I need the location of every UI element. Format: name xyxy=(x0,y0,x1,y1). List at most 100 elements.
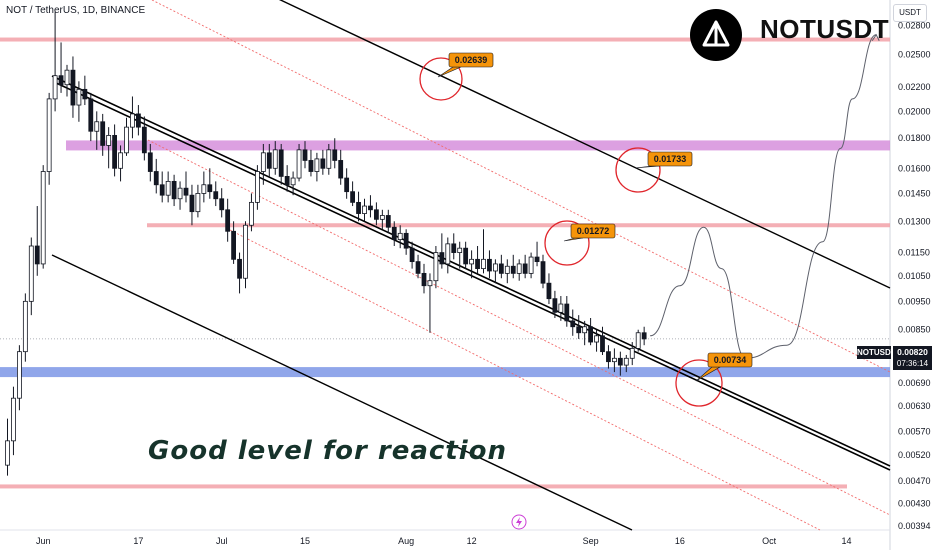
candle-body xyxy=(427,280,433,287)
candle-body xyxy=(135,113,141,128)
level-band-pink xyxy=(0,37,890,42)
candle-body xyxy=(504,265,510,274)
currency-button[interactable]: USDT xyxy=(893,4,927,22)
candle-body xyxy=(469,258,475,265)
annotation-text: Good level for reaction xyxy=(148,436,507,466)
candle-body xyxy=(11,397,16,442)
candle-body xyxy=(249,201,254,226)
candle-body xyxy=(362,205,367,214)
candle-body xyxy=(546,282,552,300)
candle-body xyxy=(457,247,463,253)
candle-body xyxy=(421,272,427,287)
candle-body xyxy=(243,224,248,279)
candle-body xyxy=(350,191,356,203)
candle-body xyxy=(570,320,576,328)
candle-body xyxy=(552,298,558,313)
price-tick-label: 0.00570 xyxy=(898,427,931,437)
channel-line xyxy=(278,0,891,289)
price-tick-label: 0.00850 xyxy=(898,325,931,335)
candle-body xyxy=(147,152,153,172)
candle-body xyxy=(76,88,82,106)
candle-body xyxy=(481,258,486,270)
price-tick-label: 0.01150 xyxy=(898,248,930,258)
candle-body xyxy=(225,209,231,232)
time-tick-label: 16 xyxy=(675,536,685,546)
candle-body xyxy=(308,160,314,172)
candle-body xyxy=(397,232,403,241)
candle-body xyxy=(320,158,326,169)
candle-body xyxy=(528,256,534,274)
candle-body xyxy=(165,180,171,196)
candle-body xyxy=(522,263,528,274)
callout-pointer xyxy=(563,237,584,242)
current-price: 0.00820 xyxy=(897,347,928,357)
candle-body xyxy=(141,126,147,154)
candle-body xyxy=(278,149,284,177)
candle-body xyxy=(558,303,564,313)
symbol-header: NOT / TetherUS, 1D, BINANCE xyxy=(6,5,146,16)
candle-body xyxy=(82,88,88,100)
candle-body xyxy=(415,261,421,274)
target-circle xyxy=(419,57,463,101)
candle-body xyxy=(594,335,599,343)
notcoin-logo xyxy=(690,9,742,61)
candle-body xyxy=(379,215,385,220)
candle-body xyxy=(207,184,213,193)
candle-body xyxy=(177,187,183,200)
candle-body xyxy=(201,184,207,194)
candle-body xyxy=(445,243,451,265)
target-circle xyxy=(544,220,590,266)
notcoin-triangle-icon xyxy=(702,20,730,47)
price-tick-label: 0.02500 xyxy=(898,49,931,59)
candle-body xyxy=(231,230,237,260)
forecast-arrowhead xyxy=(871,33,880,42)
candle-body xyxy=(52,75,58,100)
candle-body xyxy=(629,348,635,359)
candle-body xyxy=(439,252,445,265)
candle-body xyxy=(409,247,415,263)
time-tick-label: 12 xyxy=(467,536,477,546)
candle-body xyxy=(46,98,52,172)
candle-body xyxy=(635,332,641,349)
price-callout-label: 0.02639 xyxy=(455,55,488,65)
price-callout-label: 0.01272 xyxy=(577,226,610,236)
candle-body xyxy=(159,184,165,196)
candle-body xyxy=(106,135,112,146)
price-tick-label: 0.00470 xyxy=(898,476,931,486)
target-circle xyxy=(615,147,661,193)
candle-body xyxy=(332,149,338,161)
candle-body xyxy=(492,263,498,272)
candle-body xyxy=(540,261,546,284)
candle-body xyxy=(606,351,611,363)
time-tick-label: Oct xyxy=(762,536,777,546)
lightning-icon[interactable] xyxy=(511,514,527,530)
candle-body xyxy=(100,121,106,146)
candle-body xyxy=(130,113,135,128)
price-tick-label: 0.01600 xyxy=(898,163,931,173)
candle-body xyxy=(623,357,629,366)
candle-body xyxy=(34,245,40,265)
candle-body xyxy=(219,198,225,211)
candle-body xyxy=(28,245,34,302)
level-band-pink xyxy=(0,484,847,489)
current-price-tag: 0.00820 07:36:14 xyxy=(893,346,932,370)
time-tick-label: Aug xyxy=(398,536,414,546)
candle-body xyxy=(314,158,320,172)
candle-body xyxy=(463,247,469,265)
candle-body xyxy=(302,149,308,161)
candle-body xyxy=(498,263,504,274)
price-tick-label: 0.01800 xyxy=(898,133,931,143)
candle-body xyxy=(600,335,605,353)
candle-body xyxy=(296,149,302,179)
price-callout xyxy=(707,352,753,368)
candle-body xyxy=(171,180,177,200)
candle-body xyxy=(391,226,397,241)
candle-body xyxy=(213,191,219,200)
price-tick-label: 0.00430 xyxy=(898,499,931,509)
candle-body xyxy=(124,126,129,154)
price-tick-label: 0.00520 xyxy=(898,450,931,460)
candle-body xyxy=(260,152,266,172)
price-tick-label: 0.00630 xyxy=(898,401,931,411)
channel-line xyxy=(51,254,633,531)
